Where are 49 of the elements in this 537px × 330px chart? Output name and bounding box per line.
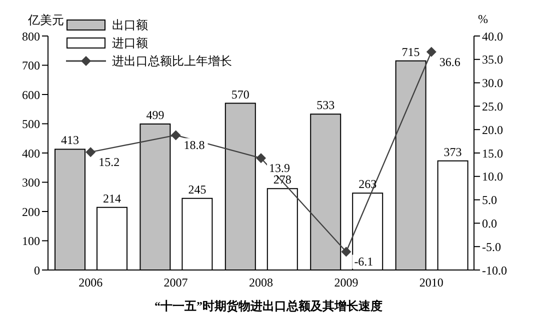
y-tick-label: 300 — [22, 176, 40, 190]
y2-tick-label: -10.0 — [482, 263, 507, 278]
y-axis-title: 亿美元 — [28, 12, 64, 29]
point — [256, 153, 266, 164]
y2-tick-label: 30.0 — [482, 76, 503, 90]
y-tick-label: 100 — [22, 234, 40, 248]
data-label: 36.6 — [439, 54, 460, 69]
x-tick-label: 2009 — [334, 276, 358, 290]
data-label: 245 — [188, 182, 206, 196]
y2-tick-label: 40.0 — [482, 29, 503, 44]
legend-label: 出口额 — [112, 17, 148, 34]
data-label: 533 — [316, 98, 335, 112]
point — [426, 46, 436, 57]
y-tick-label: 400 — [22, 146, 40, 160]
point — [86, 147, 96, 158]
y-tick-label: 200 — [22, 204, 40, 219]
x-tick-label: 2008 — [249, 276, 273, 290]
y2-tick-label: -5.0 — [482, 240, 501, 254]
y2-axis-title: % — [478, 12, 488, 27]
point — [341, 246, 352, 257]
y-tick-label: 700 — [22, 58, 40, 73]
y-tick-label: 0 — [34, 263, 40, 278]
text: “十一五”时期货物进出口总额及其增长速度 — [154, 298, 384, 315]
y2-tick-label: 35.0 — [482, 52, 503, 67]
data-label: 13.9 — [269, 161, 290, 176]
legend-label: 进出口总额比上年增长 — [112, 53, 232, 70]
y2-tick-label: 10.0 — [482, 170, 503, 184]
y-tick-label: 500 — [22, 117, 40, 132]
data-label: 214 — [103, 191, 121, 206]
y2-tick-label: 5.0 — [482, 193, 497, 208]
data-label: 15.2 — [98, 155, 120, 170]
point — [170, 130, 181, 140]
data-label: 413 — [61, 133, 79, 148]
y-tick-label: 600 — [22, 88, 40, 102]
y2-tick-label: 25.0 — [482, 99, 503, 114]
x-tick-label: 2006 — [78, 276, 103, 290]
data-label: 499 — [146, 108, 164, 122]
y2-tick-label: 15.0 — [482, 146, 503, 160]
legend-label: 进口额 — [112, 35, 148, 52]
x-tick-label: 2007 — [164, 276, 188, 290]
y-tick-label: 800 — [22, 29, 40, 44]
data-label: 570 — [231, 87, 250, 102]
y2-tick-label: 0.0 — [482, 216, 497, 230]
data-label: 373 — [444, 144, 462, 159]
x-tick-label: 2010 — [419, 276, 444, 290]
data-label: 715 — [402, 44, 420, 59]
data-label: -6.1 — [354, 254, 374, 269]
data-label: 18.8 — [184, 138, 205, 152]
y2-tick-label: 20.0 — [482, 122, 503, 137]
